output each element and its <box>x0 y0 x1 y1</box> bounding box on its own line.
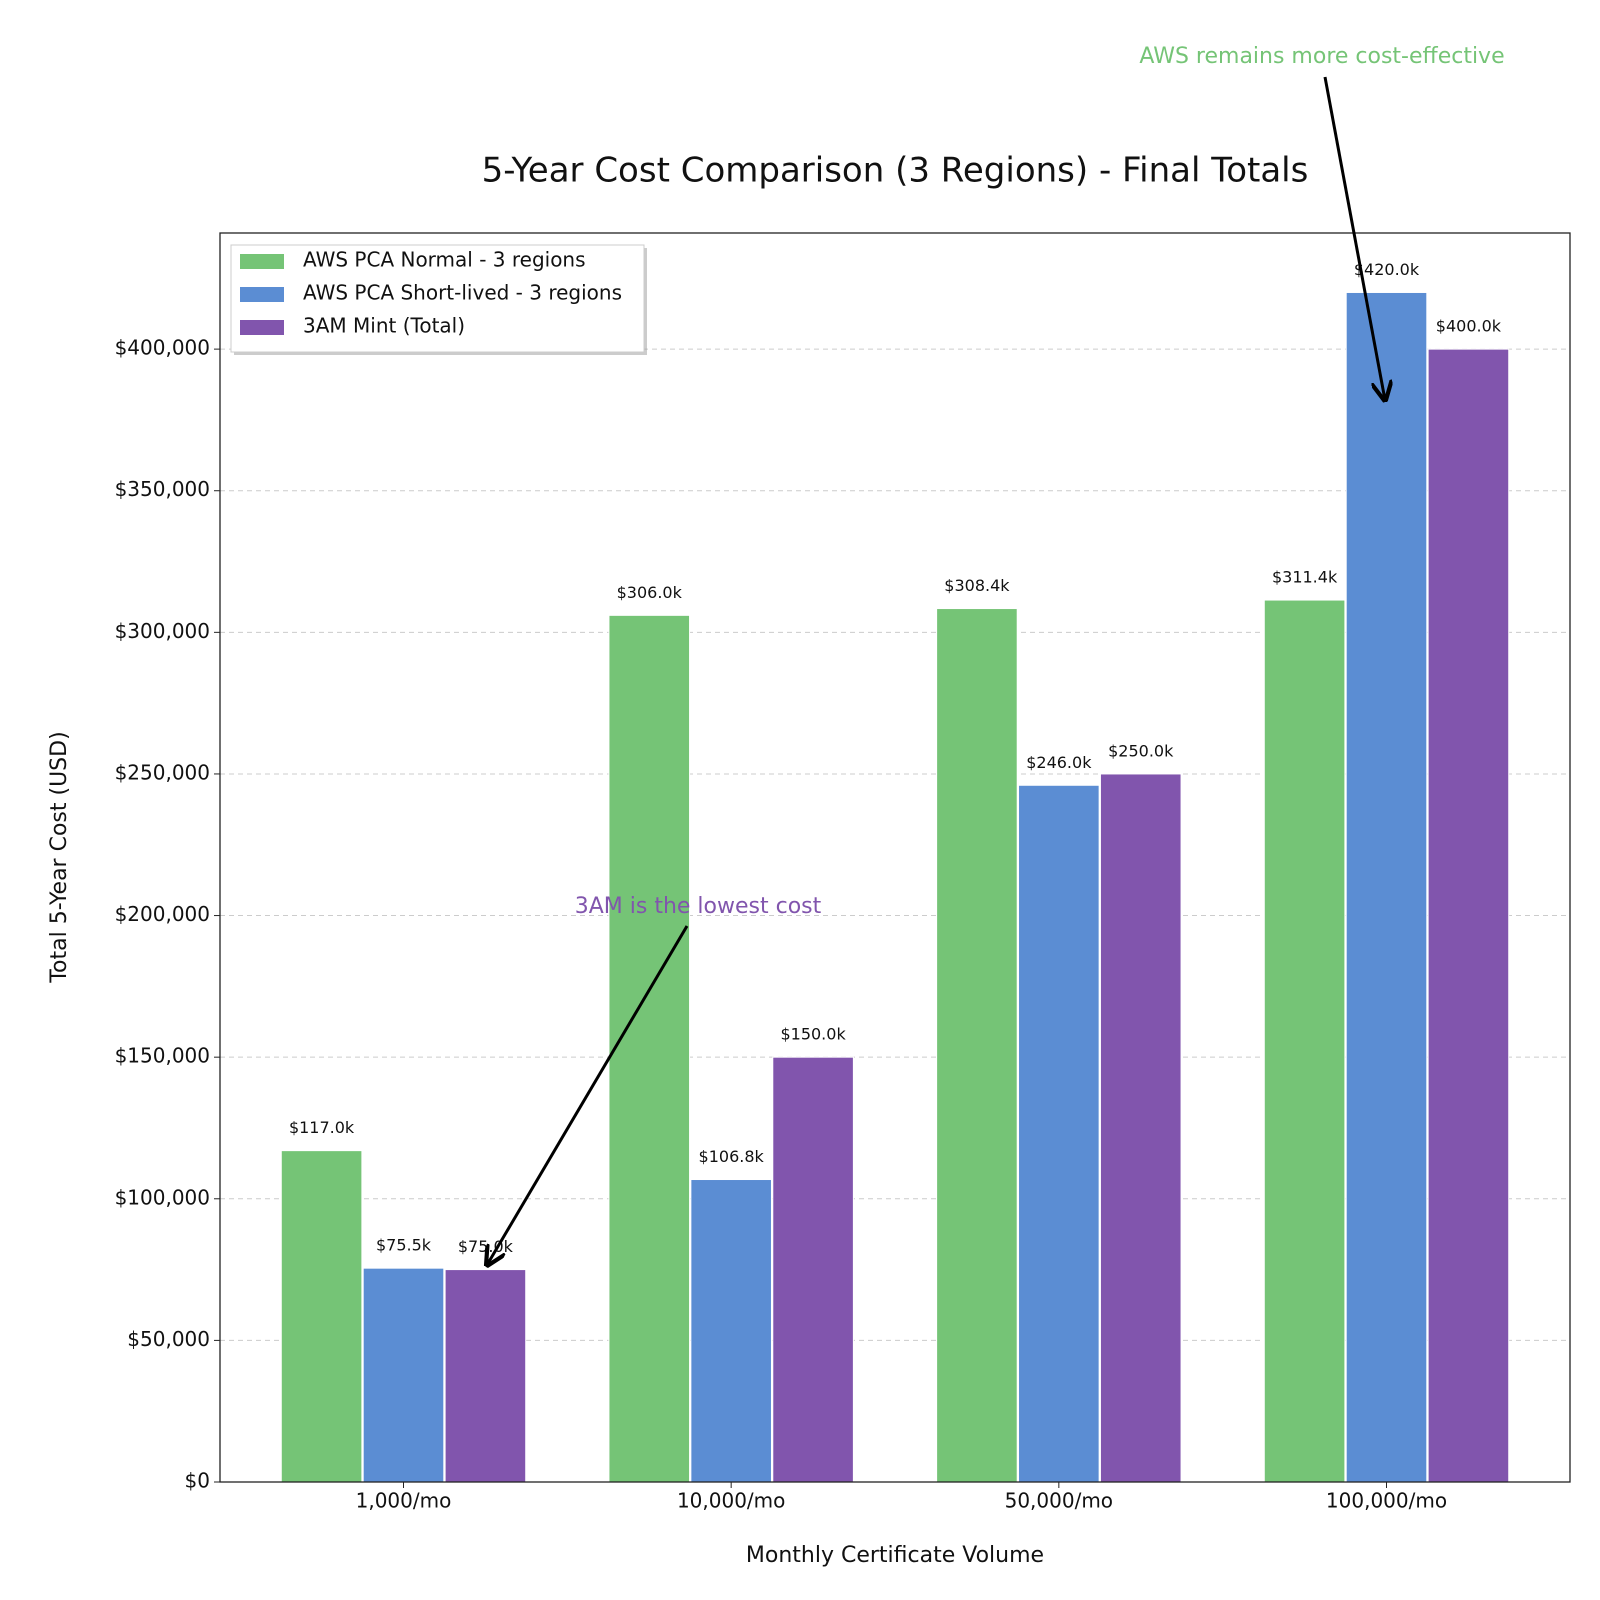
bar <box>690 1179 772 1483</box>
legend: AWS PCA Normal - 3 regions AWS PCA Short-… <box>230 244 647 355</box>
y-axis-label: Total 5-Year Cost (USD) <box>47 731 72 983</box>
y-tick-label: $350,000 <box>115 477 210 501</box>
x-tick-label: 1,000/mo <box>356 1489 452 1513</box>
value-label: $311.4k <box>1272 568 1338 587</box>
annotation-arrow <box>1323 76 1385 400</box>
value-label: $308.4k <box>944 576 1010 595</box>
annotation: 3AM is the lowest cost <box>575 894 822 919</box>
value-label: $420.0k <box>1354 260 1420 279</box>
y-tick-label: $250,000 <box>115 760 210 784</box>
bar <box>772 1056 854 1483</box>
bar <box>1099 773 1182 1483</box>
value-label: $117.0k <box>289 1118 355 1137</box>
x-axis-label: Monthly Certificate Volume <box>746 1543 1044 1568</box>
value-label: $150.0k <box>780 1025 846 1044</box>
legend-label: AWS PCA Short-lived - 3 regions <box>303 281 622 305</box>
bar <box>362 1267 445 1483</box>
y-tick-label: $300,000 <box>115 619 210 643</box>
x-tick-label: 10,000/mo <box>677 1489 785 1513</box>
legend-label: AWS PCA Normal - 3 regions <box>303 248 586 272</box>
y-tick-label: $0 <box>185 1469 210 1493</box>
value-label: $75.0k <box>458 1237 514 1256</box>
bar <box>1018 784 1100 1483</box>
bar <box>1427 348 1510 1483</box>
y-tick-label: $100,000 <box>115 1185 210 1209</box>
bar <box>608 614 691 1483</box>
value-label: $106.8k <box>699 1147 765 1166</box>
bar <box>1263 599 1346 1483</box>
bar <box>936 608 1018 1483</box>
legend-swatch <box>240 320 284 335</box>
chart-title: 5-Year Cost Comparison (3 Regions) - Fin… <box>482 151 1309 191</box>
plot-frame <box>219 232 1571 1483</box>
annotation: AWS remains more cost-effective <box>1139 44 1504 69</box>
y-tick-label: $200,000 <box>115 902 210 926</box>
legend-swatch <box>240 254 284 269</box>
y-tick-label: $400,000 <box>115 336 210 360</box>
legend-label: 3AM Mint (Total) <box>303 314 465 338</box>
x-tick-label: 100,000/mo <box>1326 1489 1447 1513</box>
y-tick-label: $50,000 <box>127 1327 210 1351</box>
value-label: $246.0k <box>1026 753 1092 772</box>
value-label: $400.0k <box>1436 317 1502 336</box>
value-label: $306.0k <box>617 583 683 602</box>
y-tick-label: $150,000 <box>115 1044 210 1068</box>
value-label: $75.5k <box>376 1236 432 1255</box>
bar <box>1345 291 1428 1483</box>
legend-swatch <box>240 287 284 302</box>
x-tick-label: 50,000/mo <box>1005 1489 1113 1513</box>
annotation-arrow <box>487 925 689 1265</box>
bar <box>444 1269 527 1483</box>
value-label: $250.0k <box>1108 741 1174 760</box>
bar <box>280 1150 363 1483</box>
